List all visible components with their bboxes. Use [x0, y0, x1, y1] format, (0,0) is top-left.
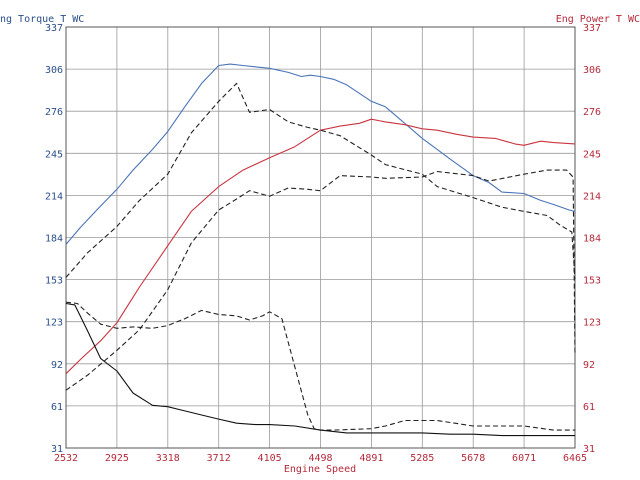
right-y-tick-label: 306 — [583, 65, 601, 76]
right-y-tick-label: 184 — [583, 234, 601, 245]
series-power-black-solid — [65, 302, 575, 437]
right-y-tick-label: 92 — [583, 360, 595, 371]
x-axis-title: Engine Speed — [284, 464, 356, 475]
series-layer — [65, 63, 576, 437]
x-tick-label: 5285 — [410, 453, 434, 464]
left-y-tick-label: 184 — [45, 234, 63, 245]
right-y-tick-label: 214 — [583, 191, 601, 202]
series-power-dashed — [65, 169, 576, 391]
left-y-tick-label: 61 — [51, 402, 63, 413]
left-axis-title: ng Torque T WC — [0, 14, 84, 25]
x-tick-label: 6465 — [563, 453, 587, 464]
right-y-tick-label: 153 — [583, 276, 601, 287]
plot-frame — [65, 26, 576, 449]
x-tick-label: 5678 — [461, 453, 485, 464]
left-y-tick-label: 214 — [45, 191, 63, 202]
series-torque-dashed — [65, 82, 576, 279]
x-tick-label: 4891 — [359, 453, 383, 464]
right-y-tick-label: 61 — [583, 402, 595, 413]
right-y-tick-label: 123 — [583, 318, 601, 329]
x-tick-label: 4105 — [258, 453, 282, 464]
x-tick-label: 6071 — [512, 453, 536, 464]
x-tick-label: 3318 — [156, 453, 180, 464]
x-tick-label: 4498 — [308, 453, 332, 464]
left-y-tick-label: 276 — [45, 107, 63, 118]
right-y-tick-label: 337 — [583, 23, 601, 34]
tick-labels: 2532 2925 3318 3712 4105 4498 4891 5285 5678 6071… — [45, 23, 601, 464]
right-axis-title: Eng Power T WC — [556, 14, 640, 25]
right-y-tick-label: 245 — [583, 149, 601, 160]
x-tick-label: 2925 — [105, 453, 129, 464]
left-y-tick-label: 92 — [51, 360, 63, 371]
left-y-tick-label: 123 — [45, 318, 63, 329]
series-power-solid — [65, 118, 576, 375]
x-tick-label: 2532 — [54, 453, 78, 464]
left-y-tick-label: 245 — [45, 149, 63, 160]
series-torque-black-dashed — [65, 301, 575, 431]
left-y-tick-label: 31 — [51, 444, 63, 455]
left-y-tick-label: 337 — [45, 23, 63, 34]
right-y-tick-label: 31 — [583, 444, 595, 455]
x-tick-label: 3712 — [207, 453, 231, 464]
chart-grid — [65, 26, 576, 449]
right-y-tick-label: 276 — [583, 107, 601, 118]
left-y-tick-label: 306 — [45, 65, 63, 76]
left-y-tick-label: 153 — [45, 276, 63, 287]
series-torque-solid — [65, 63, 576, 245]
